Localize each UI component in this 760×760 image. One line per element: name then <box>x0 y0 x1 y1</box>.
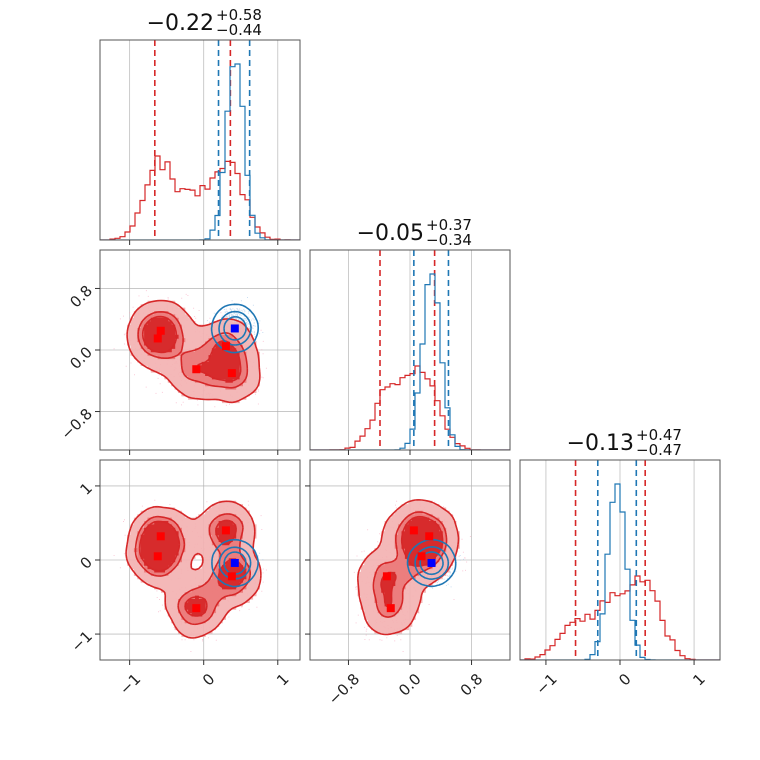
mode-marker-series-0 <box>156 532 165 541</box>
contour-series-0-level-0 <box>126 299 261 404</box>
density-fill-inner <box>140 521 247 617</box>
mode-marker-series-0 <box>227 369 236 378</box>
title-upper-error: +0.47 <box>636 426 682 444</box>
panel-frame <box>99 39 301 241</box>
x-tick-label: 0.0 <box>395 670 425 700</box>
contour-series-1-level-0 <box>406 538 457 588</box>
x-tick-label: −1 <box>532 670 560 698</box>
x-tick-label: −1 <box>116 670 144 698</box>
contour-series-0-level-1 <box>372 511 448 618</box>
x-tick-label: 0 <box>615 670 634 689</box>
contour-series-1-level-0 <box>211 538 259 588</box>
title-lower-error: −0.44 <box>216 21 262 39</box>
title-lower-error: −0.34 <box>426 231 472 249</box>
panel-0-0 <box>99 39 301 245</box>
mode-marker-series-0 <box>425 532 434 541</box>
y-tick-label: 0 <box>77 553 96 572</box>
histogram-series-0 <box>310 365 510 450</box>
y-tick-label: 1 <box>77 479 96 498</box>
mode-marker-series-0 <box>156 326 165 335</box>
mode-marker-series-0 <box>417 552 426 561</box>
x-tick-label: 0.8 <box>457 670 487 700</box>
title-value: −0.05 <box>357 221 424 246</box>
title-value: −0.22 <box>147 11 214 36</box>
mode-marker-series-0 <box>221 342 230 351</box>
title-upper-error: +0.58 <box>216 6 262 24</box>
y-tick-label: −1 <box>68 627 96 655</box>
panel-content <box>520 460 720 660</box>
panel-1-1 <box>309 249 511 455</box>
mode-marker-series-0 <box>192 604 201 613</box>
panel-title-0: −0.22 +0.58−0.44 <box>147 6 262 39</box>
x-tick-label: −0.8 <box>325 670 363 708</box>
panel-content <box>100 460 300 660</box>
mode-marker-series-1 <box>427 558 436 567</box>
title-upper-error: +0.37 <box>426 216 472 234</box>
y-tick-label: −0.8 <box>58 405 96 443</box>
contour-series-1-level-1 <box>218 310 252 346</box>
mode-marker-series-1 <box>230 558 239 567</box>
panel-content <box>100 40 300 240</box>
x-tick-label: 1 <box>273 670 292 689</box>
panel-1-0 <box>95 249 301 455</box>
mode-marker-series-0 <box>153 334 162 343</box>
histogram-series-0 <box>100 155 300 240</box>
panel-2-2 <box>519 459 721 665</box>
x-tick-label: 0 <box>199 670 218 689</box>
mode-marker-series-0 <box>192 365 201 374</box>
panel-2-0 <box>95 459 301 665</box>
contour-series-0-level-1 <box>134 513 251 626</box>
mode-marker-series-0 <box>382 572 391 581</box>
histogram-series-1 <box>100 63 300 240</box>
panel-title-2: −0.13 +0.47−0.47 <box>567 426 682 459</box>
mode-marker-series-0 <box>227 572 236 581</box>
title-lower-error: −0.47 <box>636 441 682 459</box>
y-tick-label: 0.0 <box>66 343 96 373</box>
histogram-series-1 <box>520 483 720 660</box>
mode-marker-series-0 <box>386 604 395 613</box>
histogram-series-0 <box>520 575 720 660</box>
panel-content <box>310 250 510 450</box>
panel-content <box>100 250 300 450</box>
contour-series-0-level-0 <box>125 500 262 639</box>
mode-marker-series-0 <box>409 526 418 535</box>
density-fill-inner <box>144 317 240 383</box>
mode-marker-series-0 <box>153 552 162 561</box>
panel-2-1 <box>305 459 511 665</box>
panel-content <box>310 460 510 660</box>
x-tick-label: 1 <box>689 670 708 689</box>
mode-marker-series-1 <box>230 324 239 333</box>
y-tick-label: 0.8 <box>66 282 96 312</box>
panel-title-1: −0.05 +0.37−0.34 <box>357 216 472 249</box>
title-value: −0.13 <box>567 431 634 456</box>
contour-series-1-level-2 <box>223 315 247 341</box>
mode-marker-series-0 <box>221 526 230 535</box>
